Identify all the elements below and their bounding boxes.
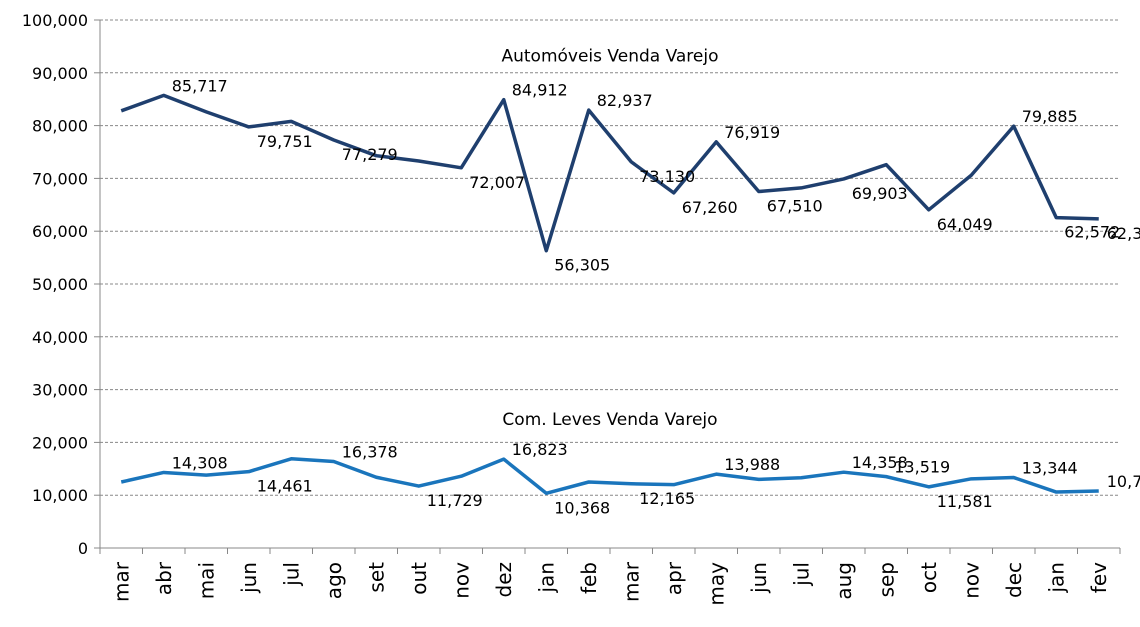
data-label: 16,378 xyxy=(342,443,398,462)
x-tick-label: nov xyxy=(449,562,473,599)
y-tick-label: 60,000 xyxy=(32,222,88,241)
data-label: 69,903 xyxy=(852,184,908,203)
data-label: 72,007 xyxy=(469,173,525,192)
x-tick-label: jan xyxy=(1044,562,1068,594)
x-tick-label: nov xyxy=(959,562,983,599)
data-label: 11,581 xyxy=(937,492,993,511)
data-label: 82,937 xyxy=(597,91,653,110)
data-label: 13,519 xyxy=(894,458,950,477)
data-label: 14,308 xyxy=(172,453,228,472)
data-label: 67,260 xyxy=(682,198,738,217)
x-tick-label: jun xyxy=(237,562,261,594)
x-tick-label: oct xyxy=(917,562,941,593)
y-tick-label: 70,000 xyxy=(32,169,88,188)
data-label: 56,305 xyxy=(554,256,610,275)
x-tick-label: mai xyxy=(194,562,218,599)
series-name: Automóveis Venda Varejo xyxy=(501,46,718,66)
x-tick-label: apr xyxy=(662,561,686,595)
x-tick-label: aug xyxy=(832,562,856,600)
data-label: 79,885 xyxy=(1022,107,1078,126)
x-tick-label: jan xyxy=(534,562,558,594)
y-tick-label: 40,000 xyxy=(32,328,88,347)
x-tick-label: out xyxy=(407,562,431,595)
y-tick-label: 100,000 xyxy=(22,11,88,30)
data-label: 11,729 xyxy=(427,491,483,510)
data-label: 16,823 xyxy=(512,440,568,459)
x-tick-label: sep xyxy=(874,562,898,597)
data-label: 85,717 xyxy=(172,76,228,95)
data-label: 76,919 xyxy=(724,123,780,142)
data-label: 64,049 xyxy=(937,215,993,234)
data-label: 12,165 xyxy=(639,489,695,508)
x-tick-label: may xyxy=(704,562,728,606)
y-tick-label: 80,000 xyxy=(32,117,88,136)
x-tick-label: jun xyxy=(747,562,771,594)
y-tick-label: 90,000 xyxy=(32,64,88,83)
x-tick-label: fev xyxy=(1087,562,1111,593)
x-tick-label: mar xyxy=(619,561,643,602)
x-tick-label: set xyxy=(364,562,388,593)
y-tick-label: 30,000 xyxy=(32,381,88,400)
data-label: 13,988 xyxy=(724,455,780,474)
data-label: 77,279 xyxy=(342,145,398,164)
y-tick-label: 10,000 xyxy=(32,486,88,505)
x-tick-label: mar xyxy=(109,561,133,602)
y-tick-label: 0 xyxy=(78,539,88,558)
x-tick-label: dec xyxy=(1002,562,1026,598)
x-tick-label: ago xyxy=(322,562,346,599)
data-label: 13,344 xyxy=(1022,459,1078,478)
data-label: 73,130 xyxy=(639,167,695,186)
series-line xyxy=(120,93,1099,253)
x-tick-label: dez xyxy=(492,562,516,598)
data-label: 10,368 xyxy=(554,498,610,517)
data-label: 79,751 xyxy=(257,132,313,151)
series-line xyxy=(120,457,1099,496)
x-tick-label: jul xyxy=(789,562,813,587)
data-label: 14,461 xyxy=(257,477,313,496)
data-label: 14,358 xyxy=(852,453,908,472)
data-label: 62,334 xyxy=(1107,224,1140,243)
data-label: 67,510 xyxy=(767,197,823,216)
y-tick-label: 20,000 xyxy=(32,433,88,452)
y-tick-label: 50,000 xyxy=(32,275,88,294)
data-label: 84,912 xyxy=(512,81,568,100)
x-tick-label: feb xyxy=(577,562,601,594)
data-label: 10,795 xyxy=(1107,472,1140,491)
data-label: 62,572 xyxy=(1064,223,1120,242)
x-tick-label: abr xyxy=(152,561,176,595)
series-name: Com. Leves Venda Varejo xyxy=(502,410,717,430)
x-tick-label: jul xyxy=(279,562,303,587)
